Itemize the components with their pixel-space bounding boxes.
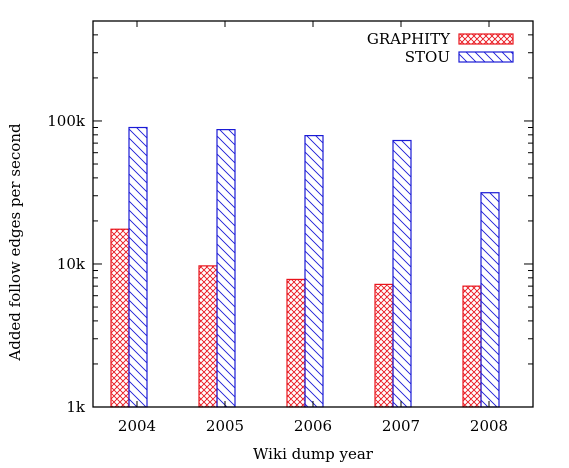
y-axis-title: Added follow edges per second — [6, 123, 24, 362]
bar-stou-2007 — [392, 139, 412, 408]
bars-layer — [110, 126, 500, 408]
x-tick-label-2005: 2005 — [206, 417, 244, 435]
bar-stou-2008 — [480, 192, 500, 408]
bar-graphity-2006 — [286, 278, 306, 408]
y-tick-label-10k: 10k — [57, 255, 86, 273]
x-tick-label-2004: 2004 — [118, 417, 156, 435]
axes-layer: 2004 2005 2006 2007 2008 1k 10k 100k — [47, 20, 534, 435]
x-tick-label-2008: 2008 — [470, 417, 508, 435]
x-tick-label-2006: 2006 — [294, 417, 332, 435]
y-tick-label-1k: 1k — [66, 398, 86, 416]
x-axis-title: Wiki dump year — [253, 445, 374, 463]
bar-stou-2004 — [128, 126, 148, 408]
plot-frame — [92, 20, 534, 408]
bar-stou-2006 — [304, 135, 324, 408]
bar-graphity-2004 — [110, 228, 130, 408]
bar-stou-2005 — [216, 129, 236, 408]
bar-graphity-2007 — [374, 283, 394, 408]
bar-graphity-2005 — [198, 265, 218, 408]
legend-label-stou: STOU — [405, 48, 450, 66]
legend-label-graphity: GRAPHITY — [367, 30, 451, 48]
y-tick-label-100k: 100k — [47, 112, 86, 130]
legend-swatch-stou — [458, 51, 514, 63]
legend-swatch-graphity — [458, 33, 514, 45]
bar-graphity-2008 — [462, 285, 482, 408]
x-tick-label-2007: 2007 — [382, 417, 420, 435]
